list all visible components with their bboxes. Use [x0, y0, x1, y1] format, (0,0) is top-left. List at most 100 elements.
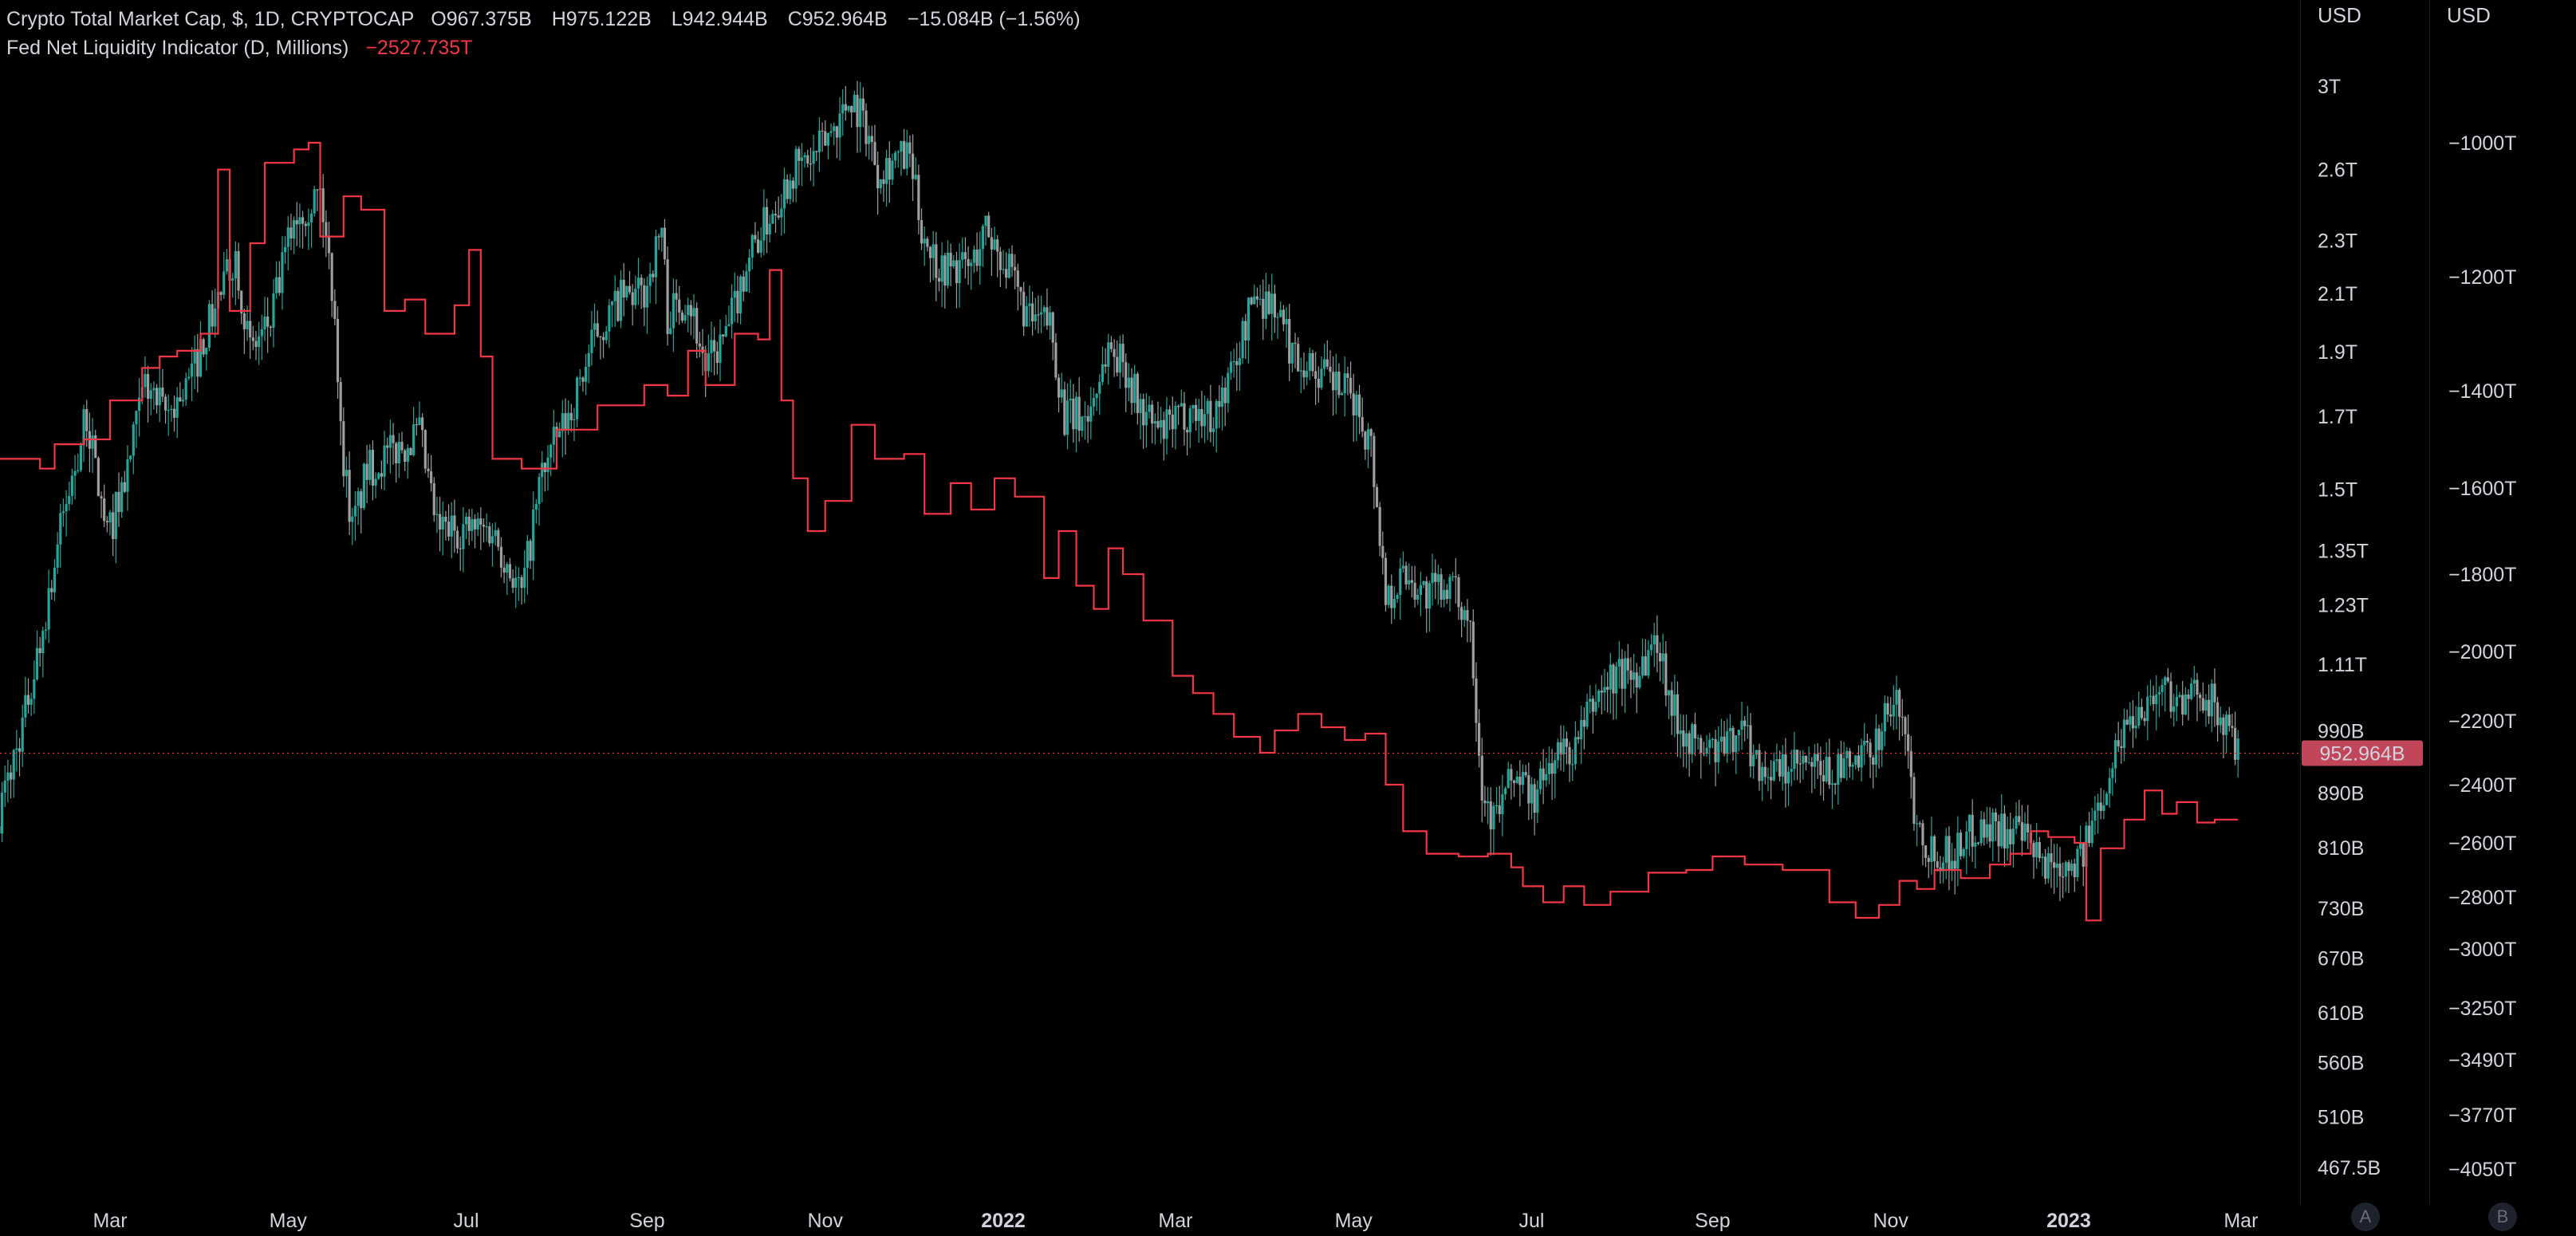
- candle: [1206, 398, 1209, 440]
- candle: [1392, 586, 1396, 620]
- candle: [1635, 663, 1638, 714]
- candles-series[interactable]: [0, 81, 2239, 902]
- scale-button-b[interactable]: B: [2488, 1203, 2517, 1231]
- time-axis-tick: Mar: [93, 1210, 127, 1232]
- candle: [1171, 396, 1174, 448]
- candle: [833, 122, 836, 146]
- candle: [2143, 711, 2146, 726]
- time-axis[interactable]: Mar May Jul Sep Nov 2022 Mar May Jul Sep Nov 2023 Ma…: [93, 1210, 2258, 1232]
- candle: [97, 456, 100, 497]
- candle: [1331, 356, 1335, 416]
- candle: [278, 261, 281, 296]
- candle: [786, 174, 789, 204]
- candle: [1340, 392, 1344, 396]
- candle: [2192, 666, 2196, 697]
- candle: [91, 417, 94, 474]
- candle: [1930, 817, 1933, 875]
- left-axis-tick: 730B: [2318, 898, 2364, 920]
- candle: [1746, 706, 1749, 739]
- candle: [1495, 787, 1499, 814]
- candle: [1109, 336, 1113, 352]
- candle: [146, 365, 150, 423]
- candle: [1471, 609, 1475, 687]
- candle: [1784, 738, 1787, 808]
- candle: [1545, 758, 1548, 787]
- close-value: C952.964B: [787, 8, 888, 30]
- candle: [1413, 565, 1416, 608]
- candle: [1874, 714, 1877, 777]
- candle: [672, 278, 676, 352]
- candle: [61, 498, 65, 527]
- candle: [1667, 690, 1671, 719]
- liquidity-line[interactable]: [0, 141, 2239, 922]
- candle: [1194, 398, 1198, 431]
- candle: [1203, 396, 1207, 443]
- candle: [1483, 785, 1487, 817]
- candle: [1974, 836, 1977, 868]
- candle: [1255, 287, 1259, 308]
- candle: [1250, 296, 1253, 305]
- right-price-axis[interactable]: USD −1000T −1200T −1400T −1600T −1800T −2000T −…: [2447, 3, 2517, 1181]
- candle: [1083, 401, 1087, 440]
- right-axis-tick: −1600T: [2448, 478, 2517, 500]
- plot-area[interactable]: [0, 81, 2300, 922]
- indicator-legend[interactable]: Fed Net Liquidity Indicator (D, Millions…: [6, 33, 1092, 62]
- candle: [301, 211, 305, 249]
- candle: [1851, 762, 1854, 781]
- candle: [520, 574, 523, 604]
- left-price-axis[interactable]: 952.964B USD 3T 2.6T 2.3T 2.1T 1.9T 1.7T 1.5T 1.3…: [2302, 3, 2423, 1179]
- candle: [187, 368, 191, 380]
- candle: [348, 451, 351, 536]
- main-series-legend[interactable]: Crypto Total Market Cap, $, 1D, CRYPTOCA…: [6, 5, 1092, 33]
- candle: [1445, 584, 1448, 604]
- candle: [1684, 714, 1688, 769]
- candle: [1244, 313, 1247, 360]
- candle: [2044, 848, 2047, 884]
- candle: [2111, 762, 2114, 796]
- candle: [1232, 348, 1235, 378]
- candle: [432, 477, 435, 522]
- candle: [459, 537, 462, 571]
- candle: [427, 453, 430, 478]
- candle: [342, 407, 345, 487]
- candle: [450, 502, 453, 559]
- candle: [2102, 789, 2105, 820]
- candle: [1629, 657, 1633, 699]
- candle: [1702, 742, 1706, 757]
- candle: [70, 468, 74, 505]
- candle: [2164, 675, 2167, 712]
- candle: [1538, 761, 1542, 794]
- candle: [309, 209, 313, 248]
- candle: [967, 246, 970, 285]
- candle: [817, 116, 821, 172]
- candle: [2006, 816, 2009, 861]
- candle: [826, 132, 829, 159]
- left-axis-tick: 1.7T: [2318, 406, 2357, 428]
- candle: [2152, 685, 2155, 711]
- candle: [608, 299, 611, 348]
- candle: [1615, 662, 1618, 719]
- candle: [952, 254, 955, 269]
- change-value: −15.084B (−1.56%): [907, 8, 1081, 30]
- scale-button-a[interactable]: A: [2351, 1203, 2380, 1231]
- candle: [2122, 708, 2126, 762]
- right-axis-tick: −3490T: [2448, 1049, 2517, 1072]
- candle: [935, 231, 938, 301]
- candle: [388, 419, 392, 474]
- candle: [1527, 762, 1530, 821]
- candle: [126, 445, 129, 511]
- candle: [1364, 430, 1367, 460]
- candle: [272, 278, 275, 348]
- candle: [383, 431, 386, 490]
- left-axis-tick: 670B: [2318, 947, 2364, 970]
- candle: [26, 678, 30, 714]
- candle: [2009, 813, 2012, 860]
- candle: [2093, 796, 2097, 835]
- candle: [284, 236, 287, 264]
- candle: [1804, 755, 1808, 771]
- candle: [722, 334, 725, 344]
- candle: [928, 246, 932, 283]
- candle: [1081, 415, 1084, 437]
- candle: [1404, 561, 1408, 590]
